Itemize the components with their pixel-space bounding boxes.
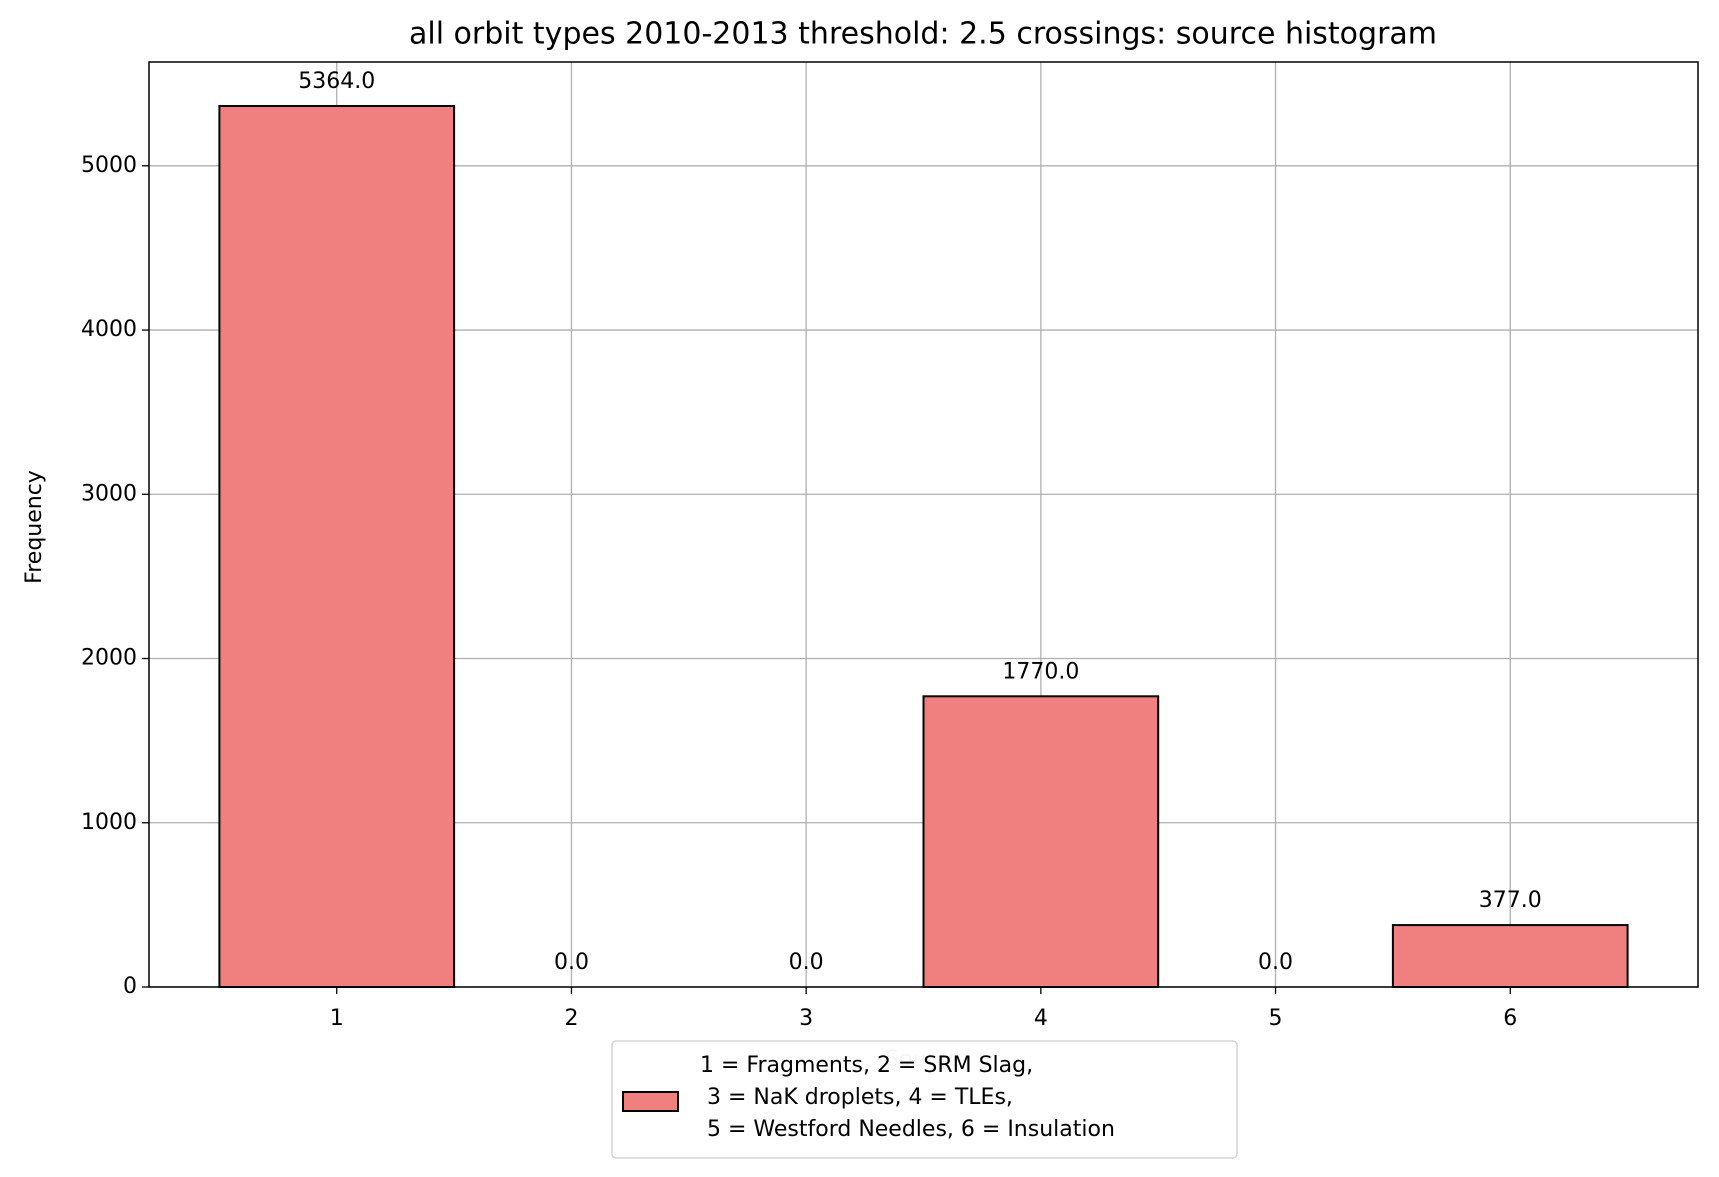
x-tick-label: 3 (799, 1006, 813, 1031)
plot-frame (148, 61, 1699, 988)
value-label: 0.0 (1258, 950, 1293, 975)
chart-title: all orbit types 2010-2013 threshold: 2.5… (409, 17, 1437, 52)
value-label: 5364.0 (298, 69, 375, 94)
x-tick-label: 5 (1269, 1006, 1283, 1031)
legend-label: 1 = Fragments, 2 = SRM Slag, 3 = NaK dro… (700, 1053, 1115, 1142)
legend-box (611, 1040, 1238, 1159)
x-tick-label: 4 (1034, 1006, 1048, 1031)
value-label: 1770.0 (1002, 659, 1079, 684)
legend-swatch (622, 1091, 679, 1112)
y-tick-label: 0 (123, 974, 137, 999)
bar (922, 695, 1160, 988)
bar (1391, 924, 1629, 988)
bar (218, 105, 456, 988)
x-tick-label: 1 (330, 1006, 344, 1031)
y-tick-label: 4000 (81, 317, 137, 342)
y-tick-label: 2000 (81, 646, 137, 671)
value-label: 0.0 (789, 950, 824, 975)
value-label: 0.0 (554, 950, 589, 975)
value-label: 377.0 (1479, 888, 1542, 913)
y-tick-label: 5000 (81, 153, 137, 178)
y-tick-label: 3000 (81, 481, 137, 506)
y-tick-label: 1000 (81, 810, 137, 835)
x-tick-label: 6 (1503, 1006, 1517, 1031)
x-tick-label: 2 (564, 1006, 578, 1031)
y-axis-label: Frequency (22, 470, 47, 584)
